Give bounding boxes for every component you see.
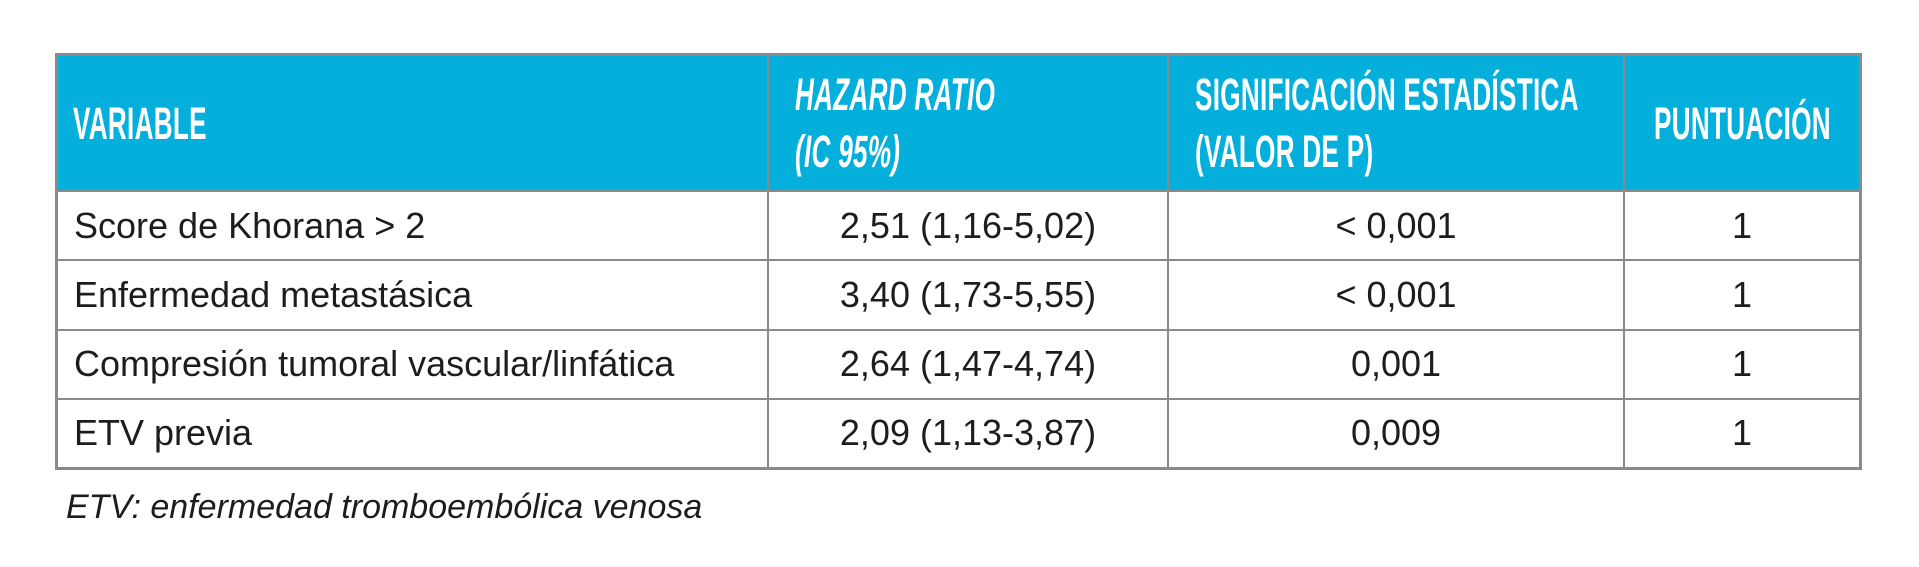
header-cell-score: PUNTUACIÓN — [1623, 56, 1859, 190]
cell-p-value-row2: < 0,001 — [1167, 259, 1623, 329]
cell-hazard-ratio-row1: 2,51 (1,16-5,02) — [767, 190, 1167, 260]
header-cell-significance: SIGNIFICACIÓN ESTADÍSTICA (VALOR DE P) — [1167, 56, 1623, 190]
header-hazard-ratio-line1: HAZARD RATIO — [795, 69, 996, 120]
header-significance-line1: SIGNIFICACIÓN ESTADÍSTICA — [1195, 69, 1579, 120]
cell-score-row3: 1 — [1623, 328, 1859, 398]
cell-p-value-row3: 0,001 — [1167, 328, 1623, 398]
cell-p-value-row1: < 0,001 — [1167, 190, 1623, 260]
header-cell-hazard-ratio: HAZARD RATIO (IC 95%) — [767, 56, 1167, 190]
cell-score-row2: 1 — [1623, 259, 1859, 329]
cell-p-value-row4: 0,009 — [1167, 397, 1623, 467]
cell-variable-row1: Score de Khorana > 2 — [58, 190, 767, 260]
header-variable-label: VARIABLE — [73, 97, 207, 149]
cell-hazard-ratio-row2: 3,40 (1,73-5,55) — [767, 259, 1167, 329]
cell-variable-row3: Compresión tumoral vascular/linfática — [58, 328, 767, 398]
header-hazard-ratio-line2: (IC 95%) — [795, 126, 901, 177]
header-score-label: PUNTUACIÓN — [1653, 97, 1831, 149]
header-cell-variable: VARIABLE — [58, 56, 767, 190]
footnote: ETV: enfermedad tromboembólica venosa — [66, 488, 703, 526]
cell-variable-row2: Enfermedad metastásica — [58, 259, 767, 329]
cell-hazard-ratio-row4: 2,09 (1,13-3,87) — [767, 397, 1167, 467]
header-significance-line2: (VALOR DE P) — [1195, 126, 1374, 177]
cell-score-row4: 1 — [1623, 397, 1859, 467]
score-table: VARIABLE HAZARD RATIO (IC 95%) SIGNIFICA… — [55, 53, 1862, 470]
cell-score-row1: 1 — [1623, 190, 1859, 260]
cell-variable-row4: ETV previa — [58, 397, 767, 467]
cell-hazard-ratio-row3: 2,64 (1,47-4,74) — [767, 328, 1167, 398]
